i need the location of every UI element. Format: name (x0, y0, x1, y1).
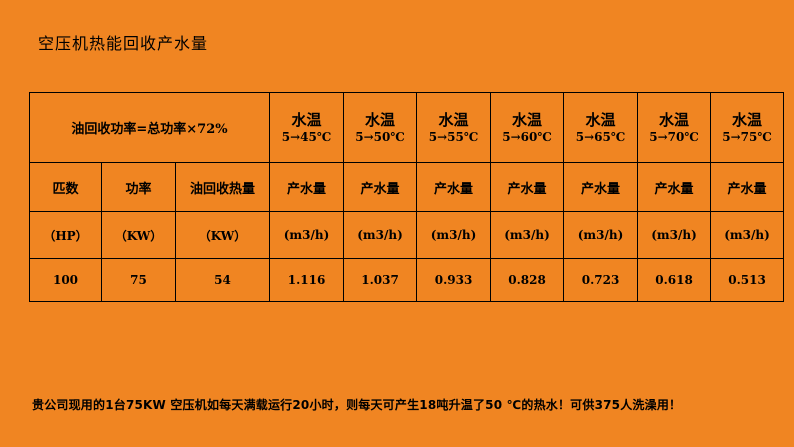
table-cell: 0.828 (490, 258, 565, 302)
water-temp-header: 水温 5→45℃ (269, 92, 345, 163)
table-cell: 100 (29, 258, 102, 302)
label-row: 匹数 功率 油回收热量 产水量 产水量 产水量 产水量 产水量 产水量 产水量 (29, 162, 785, 212)
table-cell: 产水量 (490, 162, 565, 212)
table-cell: 0.933 (416, 258, 492, 302)
water-temp-header: 水温 5→75℃ (710, 92, 785, 163)
table-cell: 产水量 (637, 162, 712, 212)
water-temp-header: 水温 5→50℃ (343, 92, 418, 163)
table-cell: (m3/h) (416, 211, 492, 259)
table-cell: 0.723 (563, 258, 639, 302)
water-temp-header: 水温 5→55℃ (416, 92, 492, 163)
water-temp-header: 水温 5→65℃ (563, 92, 639, 163)
table-cell: 0.513 (710, 258, 785, 302)
water-output-table: 油回收功率=总功率×72% 水温 5→45℃ 水温 5→50℃ 水温 5→55℃ 水温… (28, 92, 785, 302)
table-cell: (m3/h) (490, 211, 565, 259)
table-cell: 0.618 (637, 258, 712, 302)
table-cell: 54 (174, 258, 271, 302)
table-cell: 产水量 (269, 162, 345, 212)
table-cell: (m3/h) (269, 211, 345, 259)
formula-cell: 油回收功率=总功率×72% (28, 92, 271, 163)
footer-note: 贵公司现用的1台75KW 空压机如每天满载运行20小时，则每天可产生18吨升温了… (32, 398, 682, 412)
table-cell: (m3/h) (343, 211, 418, 259)
table-cell: （HP） (29, 211, 102, 259)
table-cell: （KW） (101, 211, 176, 259)
table-cell: 产水量 (563, 162, 639, 212)
table-cell: 75 (101, 258, 176, 302)
table-cell: 1.116 (269, 258, 345, 302)
table-cell: 功率 (101, 162, 176, 212)
water-temp-header: 水温 5→60℃ (490, 92, 565, 163)
table-cell: 油回收热量 (174, 162, 271, 212)
table-cell: （KW） (174, 211, 271, 259)
table-cell: (m3/h) (563, 211, 639, 259)
table-cell: (m3/h) (710, 211, 785, 259)
unit-row: （HP） （KW） （KW） (m3/h) (m3/h) (m3/h) (m3/… (29, 211, 785, 259)
table-cell: (m3/h) (637, 211, 712, 259)
page-title: 空压机热能回收产水量 (38, 34, 209, 53)
table-cell: 产水量 (343, 162, 418, 212)
table-cell: 产水量 (710, 162, 785, 212)
table-cell: 匹数 (29, 162, 102, 212)
table-cell: 产水量 (416, 162, 492, 212)
table-cell: 1.037 (343, 258, 418, 302)
value-row: 100 75 54 1.116 1.037 0.933 0.828 0.723 … (29, 258, 785, 302)
water-temp-header: 水温 5→70℃ (637, 92, 712, 163)
table-header-row: 油回收功率=总功率×72% 水温 5→45℃ 水温 5→50℃ 水温 5→55℃ 水温… (28, 92, 785, 163)
